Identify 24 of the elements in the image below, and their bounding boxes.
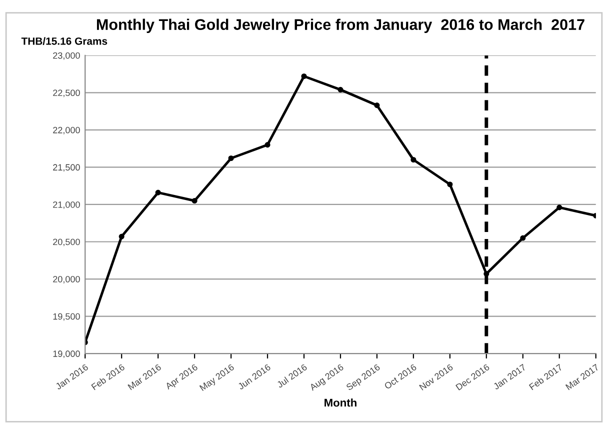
point (520, 235, 526, 241)
chart-title: Monthly Thai Gold Jewelry Price from January 2016 to March 2017 (96, 18, 584, 33)
point (118, 234, 124, 240)
point (447, 182, 453, 188)
y-tick-label: 20,000 (53, 276, 80, 284)
y-tick-label: 20,500 (53, 238, 80, 246)
point (228, 155, 234, 162)
y-tick-label: 21,500 (53, 164, 80, 172)
point (374, 102, 380, 108)
point (410, 156, 416, 163)
point (192, 198, 198, 204)
point (338, 86, 344, 92)
x-axis-title: Month (324, 398, 356, 407)
y-axis-title: THB/15.16 Grams (21, 37, 108, 45)
y-tick-label: 21,000 (53, 201, 80, 209)
y-tick-label: 19,000 (53, 350, 80, 358)
point (264, 142, 270, 148)
y-tick-label: 22,000 (53, 126, 80, 134)
y-tick-label: 22,500 (53, 90, 80, 98)
point (556, 204, 562, 210)
point (301, 73, 307, 80)
y-tick-label: 23,000 (53, 52, 80, 60)
point (155, 190, 161, 196)
y-tick-label: 19,500 (53, 313, 80, 321)
